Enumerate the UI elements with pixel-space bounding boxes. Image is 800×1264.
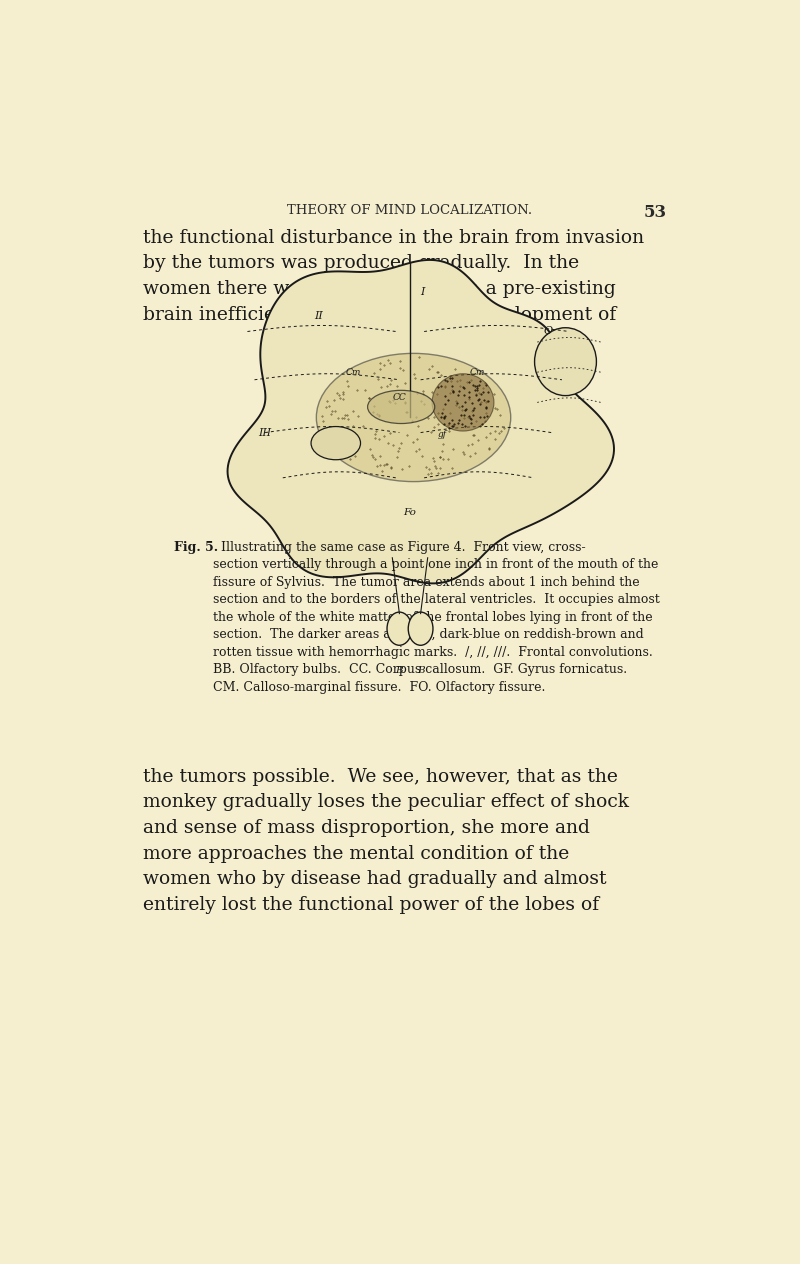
Text: II: II <box>314 311 322 321</box>
Ellipse shape <box>316 354 510 482</box>
Ellipse shape <box>367 391 434 423</box>
Text: Illustrating the same case as Figure 4.  Front view, cross-
section vertically t: Illustrating the same case as Figure 4. … <box>213 541 659 694</box>
Text: Fo: Fo <box>403 508 417 517</box>
Text: CC: CC <box>393 393 406 402</box>
Text: O: O <box>543 326 552 336</box>
Text: I: I <box>420 287 425 297</box>
Text: Cm: Cm <box>346 368 361 377</box>
Text: Fig. 5.: Fig. 5. <box>174 541 218 554</box>
Ellipse shape <box>432 374 494 431</box>
Ellipse shape <box>408 612 433 646</box>
Text: the tumors possible.  We see, however, that as the
monkey gradually loses the pe: the tumors possible. We see, however, th… <box>143 767 630 914</box>
Text: THEORY OF MIND LOCALIZATION.: THEORY OF MIND LOCALIZATION. <box>287 204 533 217</box>
Text: the functional disturbance in the brain from invasion
by the tumors was produced: the functional disturbance in the brain … <box>143 229 645 324</box>
Text: Cm: Cm <box>470 368 485 377</box>
Ellipse shape <box>534 327 597 396</box>
Ellipse shape <box>387 612 412 646</box>
Text: 53: 53 <box>643 204 666 221</box>
Text: B: B <box>417 666 425 675</box>
Polygon shape <box>227 260 614 584</box>
Text: B: B <box>395 666 403 675</box>
Text: III: III <box>258 427 272 437</box>
Ellipse shape <box>311 426 361 460</box>
Text: gf: gf <box>438 430 446 439</box>
